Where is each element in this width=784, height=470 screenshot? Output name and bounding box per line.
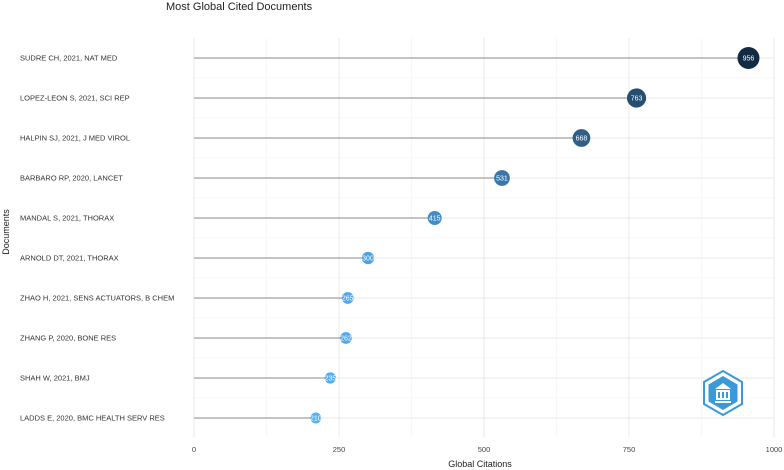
- data-label: 668: [576, 136, 588, 143]
- data-label: 235: [324, 376, 336, 383]
- y-tick-label: BARBARO RP, 2020, LANCET: [20, 174, 123, 183]
- data-label: 262: [340, 336, 352, 343]
- data-label: 300: [362, 256, 374, 263]
- lollipop-point: [737, 47, 760, 69]
- data-label: 265: [342, 296, 354, 303]
- lollipop-point: [494, 170, 510, 186]
- bibliometrix-logo-icon: [703, 369, 743, 417]
- y-tick-label: LADDS E, 2020, BMC HEALTH SERV RES: [20, 414, 165, 423]
- y-tick-label: HALPIN SJ, 2021, J MED VIROL: [20, 134, 130, 143]
- chart-title: Most Global Cited Documents: [166, 1, 313, 13]
- data-label: 763: [631, 96, 643, 103]
- y-tick-labels: SUDRE CH, 2021, NAT MED LOPEZ-LEON S, 202…: [20, 54, 174, 423]
- y-tick-label: LOPEZ-LEON S, 2021, SCI REP: [20, 94, 130, 103]
- y-tick-label: ARNOLD DT, 2021, THORAX: [20, 254, 119, 263]
- x-tick-label: 1000: [766, 445, 783, 454]
- data-label: 531: [496, 176, 508, 183]
- data-label: 210: [310, 416, 322, 423]
- lollipop-point: [572, 129, 591, 147]
- x-tick-label: 500: [478, 445, 491, 454]
- lollipop-point: [324, 372, 336, 384]
- stems: [194, 57, 749, 419]
- y-tick-label: SUDRE CH, 2021, NAT MED: [20, 54, 118, 63]
- y-axis-title: Documents: [1, 209, 11, 255]
- x-tick-labels: 0 250 500 750 1000: [192, 445, 782, 454]
- data-label: 956: [743, 56, 755, 63]
- lollipop-point: [361, 251, 375, 265]
- lollipop-point: [340, 332, 352, 344]
- x-tick-label: 750: [623, 445, 636, 454]
- y-tick-label: SHAH W, 2021, BMJ: [20, 374, 90, 383]
- data-label: 415: [429, 216, 441, 223]
- y-tick-label: ZHAO H, 2021, SENS ACTUATORS, B CHEM: [20, 294, 174, 303]
- grid: [193, 38, 775, 437]
- points: 956 763 668 531 415 300 265 262 235 210: [310, 47, 760, 424]
- lollipop-point: [341, 292, 354, 304]
- x-tick-label: 250: [333, 445, 346, 454]
- y-tick-label: ZHANG P, 2020, BONE RES: [20, 334, 116, 343]
- x-tick-label: 0: [192, 445, 196, 454]
- y-tick-label: MANDAL S, 2021, THORAX: [20, 214, 114, 223]
- lollipop-point: [427, 210, 442, 226]
- lollipop-point: [310, 412, 322, 424]
- x-axis-title: Global Citations: [448, 459, 512, 469]
- lollipop-point: [626, 88, 647, 108]
